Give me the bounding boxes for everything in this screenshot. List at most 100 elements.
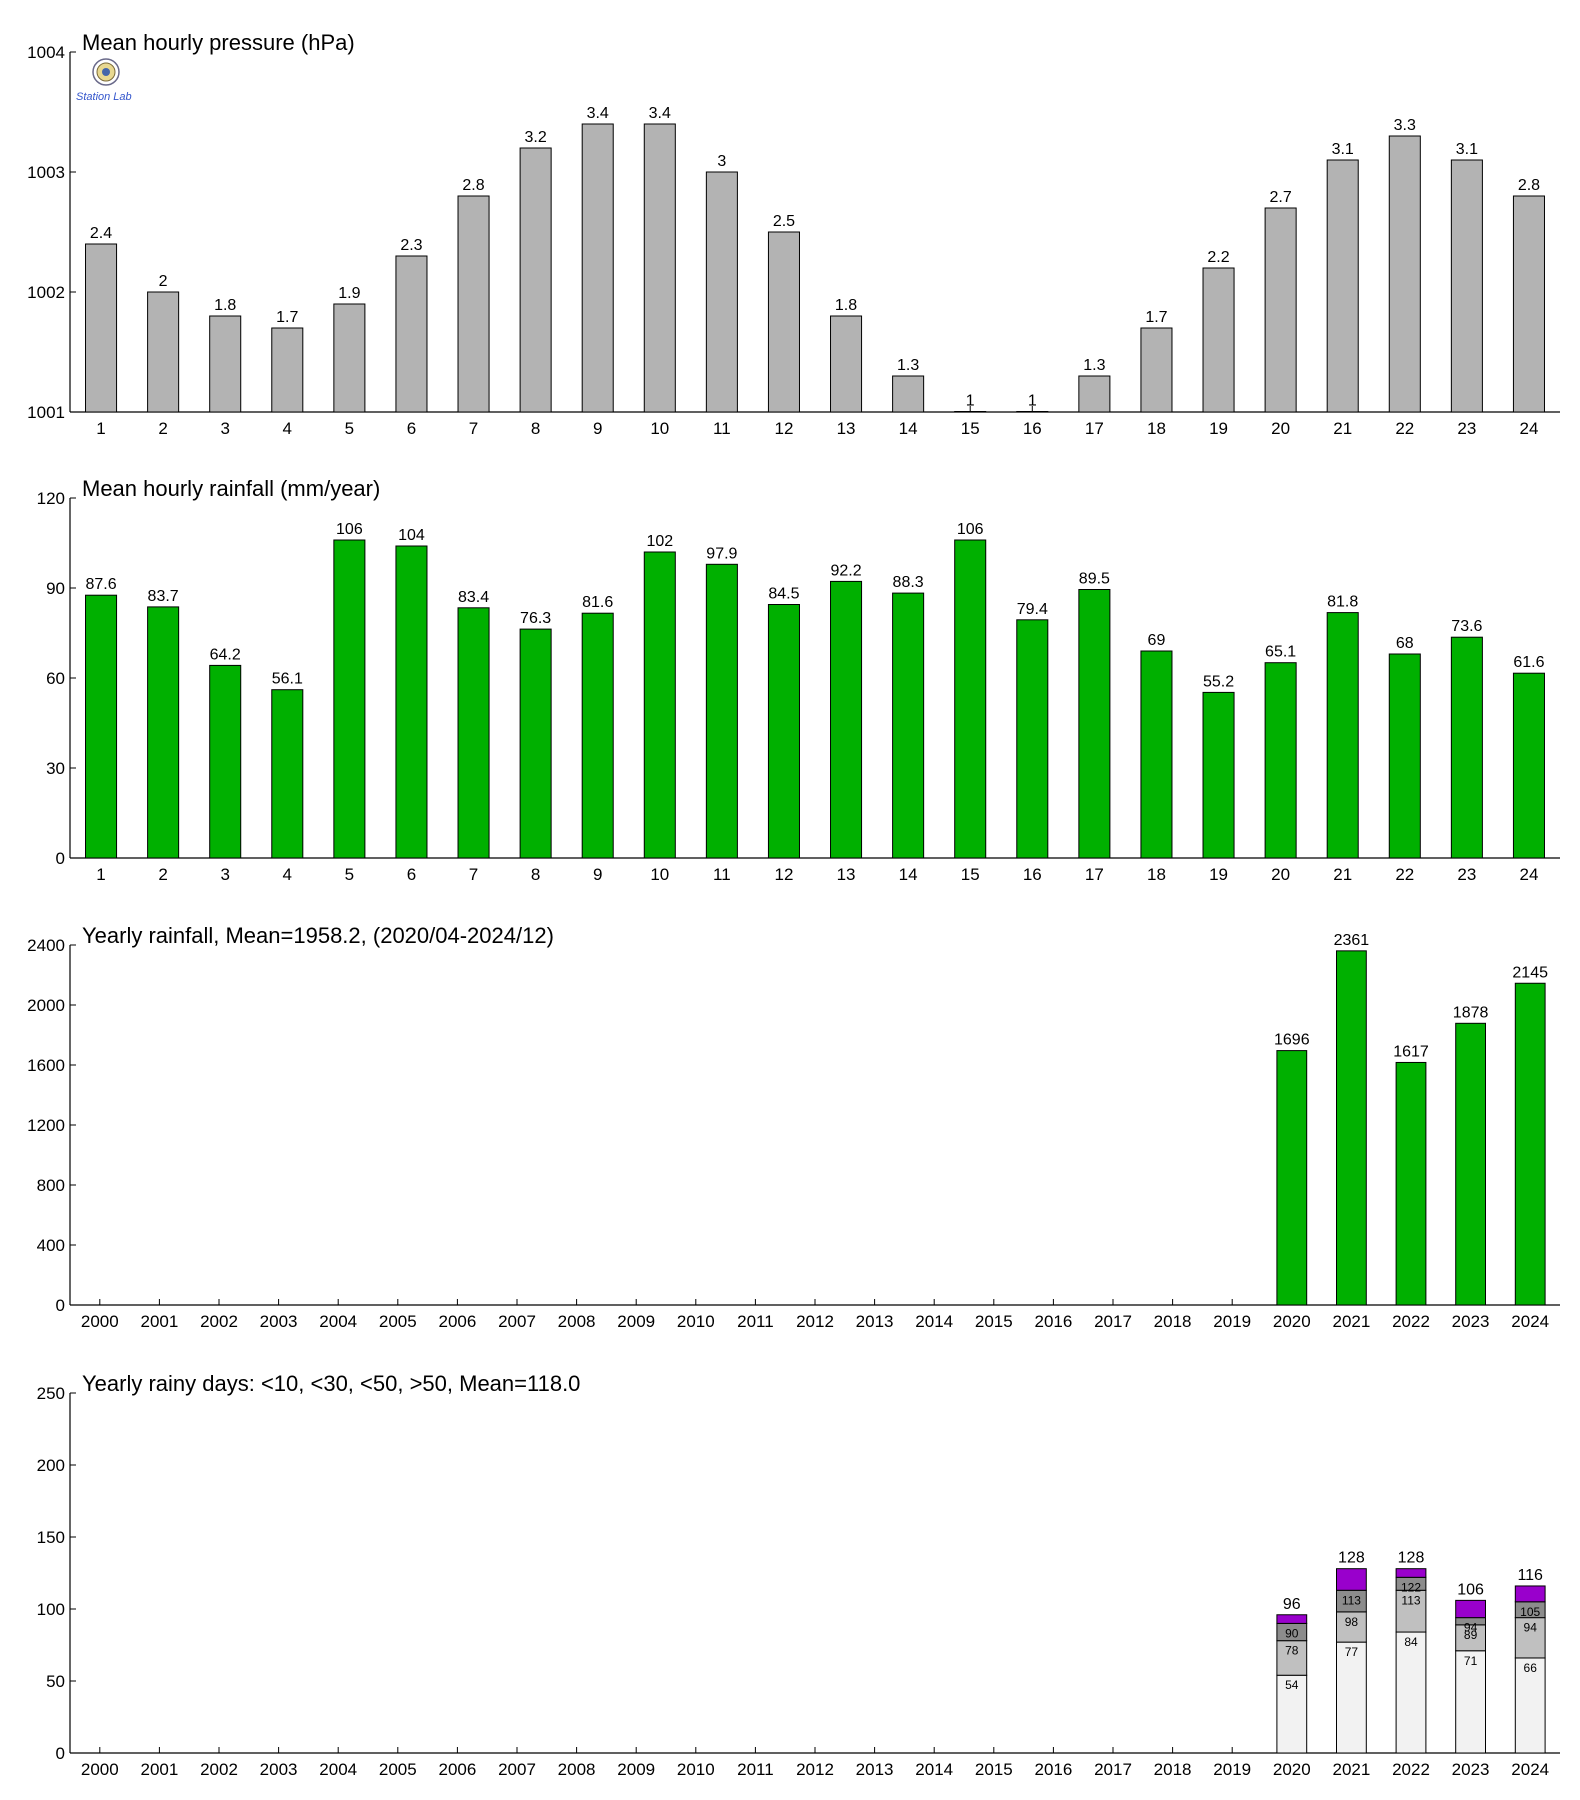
x-tick-label: 6 (407, 865, 416, 884)
y-tick-label: 1003 (27, 163, 65, 182)
x-tick-label: 2010 (677, 1760, 715, 1779)
bar-value-label: 1.8 (835, 297, 857, 314)
bar-value-label: 73.6 (1451, 618, 1482, 635)
bar (333, 303, 366, 413)
bar-value-label: 55.2 (1203, 673, 1234, 690)
bar-value-label: 2 (159, 273, 168, 290)
bar-value-label: 76.3 (520, 610, 551, 627)
x-tick-label: 17 (1085, 419, 1104, 438)
x-tick-label: 2020 (1273, 1312, 1311, 1331)
bar-total-label: 128 (1398, 1550, 1425, 1567)
bar (1264, 207, 1297, 413)
x-tick-label: 21 (1333, 865, 1352, 884)
x-tick-label: 2015 (975, 1312, 1013, 1331)
bar (1078, 589, 1111, 859)
bar (1450, 159, 1483, 413)
bar-total-label: 128 (1338, 1550, 1365, 1567)
segment-value-label: 98 (1345, 1615, 1359, 1629)
bar-value-label: 68 (1396, 635, 1414, 652)
y-tick-label: 0 (56, 1744, 65, 1763)
bar (767, 231, 800, 413)
x-tick-label: 7 (469, 865, 478, 884)
bar (830, 315, 863, 413)
x-tick-label: 2020 (1273, 1760, 1311, 1779)
bar-value-label: 92.2 (830, 562, 861, 579)
bar (333, 539, 366, 859)
bar-value-label: 3 (717, 153, 726, 170)
bar-value-label: 64.2 (210, 646, 241, 663)
segment-value-label: 78 (1285, 1644, 1299, 1658)
x-tick-label: 4 (283, 865, 292, 884)
segment-value-label: 66 (1524, 1661, 1538, 1675)
bar-total-label: 116 (1517, 1567, 1543, 1584)
y-tick-label: 50 (46, 1672, 65, 1691)
station-logo: Station Lab (74, 56, 144, 106)
x-tick-label: 16 (1023, 419, 1042, 438)
bar (271, 689, 304, 859)
x-tick-label: 2023 (1452, 1312, 1490, 1331)
x-tick-label: 2023 (1452, 1760, 1490, 1779)
x-tick-label: 2009 (617, 1760, 655, 1779)
x-tick-label: 9 (593, 419, 602, 438)
bar (209, 315, 242, 413)
x-tick-label: 15 (961, 419, 980, 438)
segment-value-label: 54 (1285, 1678, 1299, 1692)
x-tick-label: 2011 (737, 1312, 774, 1331)
x-tick-label: 3 (220, 419, 229, 438)
bar (705, 171, 738, 413)
bar (954, 539, 987, 859)
bar-value-label: 1 (966, 393, 975, 410)
bar-value-label: 69 (1148, 632, 1166, 649)
segment-value-label: 113 (1342, 1593, 1361, 1607)
x-tick-label: 12 (774, 419, 793, 438)
bar-segment (1336, 1568, 1367, 1591)
x-tick-label: 13 (837, 865, 856, 884)
bar-value-label: 102 (646, 533, 673, 550)
bar (209, 664, 242, 859)
bar-value-label: 2.8 (1518, 177, 1540, 194)
bar (395, 255, 428, 413)
chart-title: Mean hourly pressure (hPa) (82, 30, 355, 55)
bar (519, 628, 552, 859)
x-tick-label: 18 (1147, 865, 1166, 884)
bar-value-label: 2.7 (1270, 189, 1292, 206)
bar (1202, 267, 1235, 413)
x-tick-label: 2024 (1511, 1312, 1549, 1331)
segment-value-label: 77 (1345, 1645, 1359, 1659)
bar (1395, 1061, 1427, 1306)
bar-segment (1455, 1624, 1486, 1652)
bar-value-label: 97.9 (706, 545, 737, 562)
bar (1388, 135, 1421, 413)
bar (85, 594, 118, 859)
y-tick-label: 200 (37, 1456, 65, 1475)
bar (1388, 653, 1421, 859)
y-tick-label: 250 (37, 1384, 65, 1403)
x-tick-label: 2002 (200, 1312, 238, 1331)
bar (271, 327, 304, 413)
x-tick-label: 2013 (856, 1312, 894, 1331)
bar-value-label: 3.1 (1332, 141, 1354, 158)
x-tick-label: 2021 (1332, 1760, 1370, 1779)
bar (85, 243, 118, 413)
bar (643, 123, 676, 413)
x-tick-label: 2017 (1094, 1312, 1132, 1331)
x-tick-label: 2012 (796, 1312, 834, 1331)
y-tick-label: 60 (46, 669, 65, 688)
bar (892, 592, 925, 859)
segment-value-label: 94 (1464, 1621, 1478, 1635)
x-tick-label: 15 (961, 865, 980, 884)
bar-value-label: 87.6 (85, 576, 116, 593)
bar-value-label: 88.3 (893, 574, 924, 591)
x-tick-label: 2013 (856, 1760, 894, 1779)
x-tick-label: 17 (1085, 865, 1104, 884)
bar-value-label: 104 (398, 527, 425, 544)
x-tick-label: 2019 (1213, 1312, 1251, 1331)
bar (643, 551, 676, 859)
bar-value-label: 81.8 (1327, 594, 1358, 611)
chart-yearly-rain: 0 400 800 1200 1600 2000 2400 Yearly rainfall, … (27, 923, 1560, 1331)
x-tick-label: 19 (1209, 865, 1228, 884)
y-tick-label: 90 (46, 579, 65, 598)
bar (395, 545, 428, 859)
bar (581, 123, 614, 413)
